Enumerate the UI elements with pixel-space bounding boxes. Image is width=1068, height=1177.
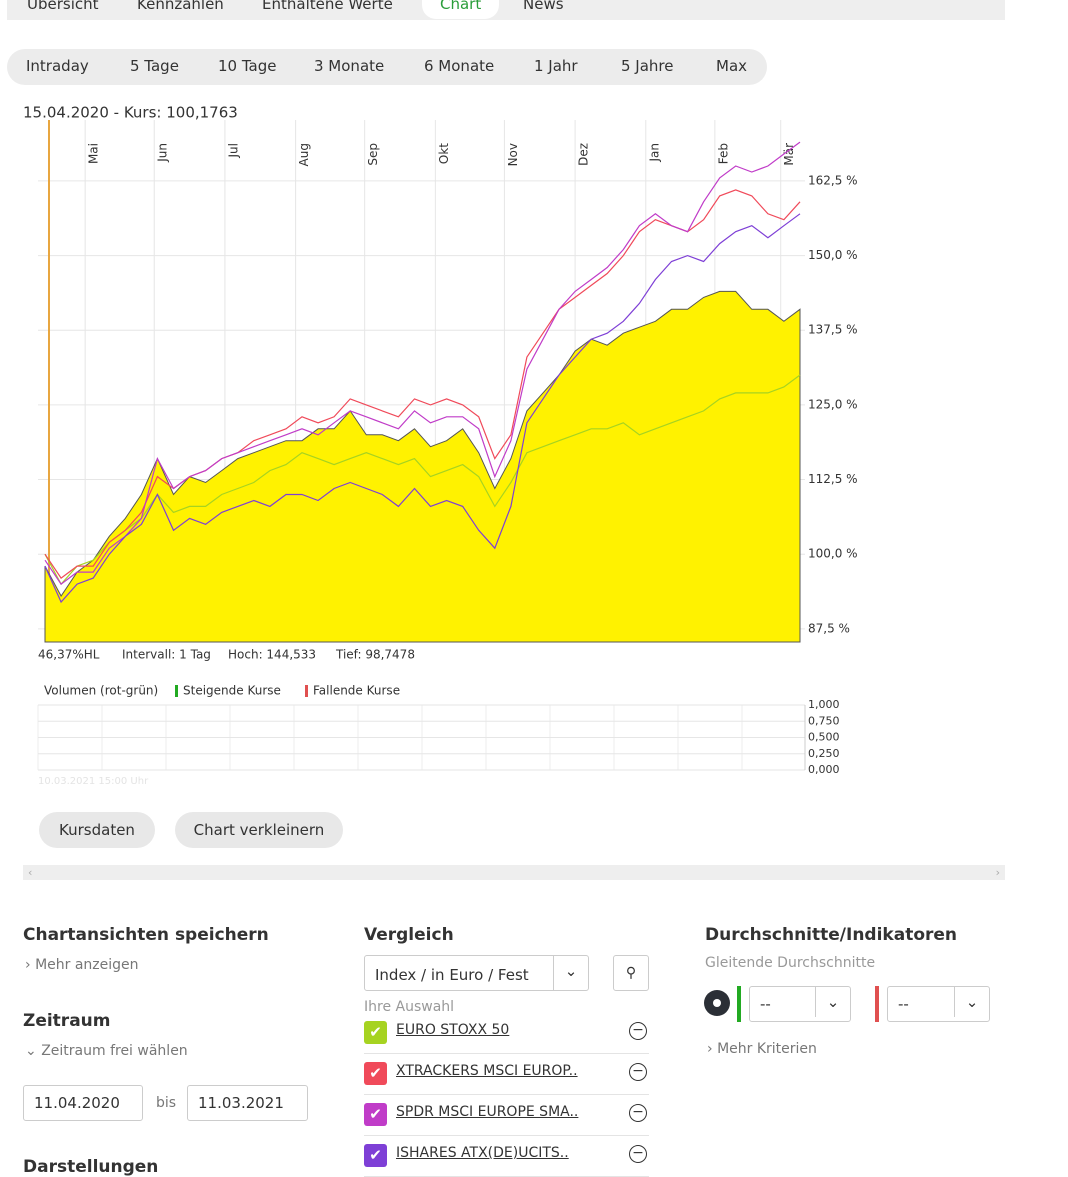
subtitle: Gleitende Durchschnitte xyxy=(705,955,876,971)
comparison-name[interactable]: XTRACKERS MSCI EUROP.. xyxy=(396,1063,578,1079)
line xyxy=(44,141,801,585)
label: Ihre Auswahl xyxy=(364,999,455,1015)
remove-button[interactable]: − xyxy=(629,1145,647,1163)
select-text: -- xyxy=(898,995,909,1013)
chart-subtitle: 15.04.2020 - Kurs: 100,1763 xyxy=(23,104,238,122)
line xyxy=(44,374,801,586)
color-bar xyxy=(737,986,741,1022)
color-bar xyxy=(875,986,879,1022)
y-tick-label: 125,0 % xyxy=(808,397,858,411)
section-title: Chartansichten speichern xyxy=(23,925,269,945)
section-title: Darstellungen xyxy=(23,1157,159,1177)
range-tabs: Intraday 5 Tage 10 Tage 3 Monate 6 Monate 1 J… xyxy=(7,49,767,85)
link-text[interactable]: Zeitraum frei wählen xyxy=(41,1043,188,1059)
legend-swatch xyxy=(305,685,308,697)
comparison-name[interactable]: EURO STOXX 50 xyxy=(396,1022,510,1038)
range-tab[interactable]: Max xyxy=(716,57,748,75)
y-tick-label: 1,000 xyxy=(808,698,840,711)
range-tab[interactable]: 6 Monate xyxy=(424,57,495,75)
nav-bar: Übersicht Kennzahlen Enthaltene Werte Chart… xyxy=(7,0,1005,20)
range-tab[interactable]: 5 Jahre xyxy=(621,57,674,75)
range-tab[interactable]: 5 Tage xyxy=(130,57,179,75)
y-tick-label: 150,0 % xyxy=(808,248,858,262)
y-tick-label: 112,5 % xyxy=(808,472,858,486)
x-tick-label: Jan xyxy=(647,143,661,163)
x-tick-label: Okt xyxy=(437,143,451,164)
checkbox[interactable]: ✔ xyxy=(364,1144,387,1167)
nav-tab[interactable]: Enthaltene Werte xyxy=(262,0,393,13)
scrollbar[interactable]: ‹ › xyxy=(23,865,1005,880)
nav-tab[interactable]: News xyxy=(523,0,564,13)
comparison-item: ✔ EURO STOXX 50 − xyxy=(364,1013,649,1054)
y-tick-label: 137,5 % xyxy=(808,323,858,337)
y-tick-label: 0,750 xyxy=(808,714,840,727)
section-title: Vergleich xyxy=(364,925,454,945)
legend-title: Volumen (rot-grün) xyxy=(44,684,158,698)
line xyxy=(44,213,801,604)
nav-tab[interactable]: Kennzahlen xyxy=(137,0,224,13)
select-text: Index / in Euro / Fest xyxy=(375,966,529,984)
select[interactable]: -- ⌄ xyxy=(887,986,990,1022)
y-tick-label: 0,500 xyxy=(808,731,840,744)
comparison-name[interactable]: ISHARES ATX(DE)UCITS.. xyxy=(396,1145,569,1161)
remove-button[interactable]: − xyxy=(629,1063,647,1081)
link[interactable]: ⌄ Zeitraum frei wählen xyxy=(25,1043,188,1059)
link-text[interactable]: Mehr anzeigen xyxy=(35,957,139,973)
section-title: Zeitraum xyxy=(23,1011,111,1031)
range-tab[interactable]: 10 Tage xyxy=(218,57,277,75)
x-tick-label: Mär xyxy=(782,143,796,166)
separator: bis xyxy=(156,1095,177,1111)
button[interactable]: Kursdaten xyxy=(39,812,155,848)
radio[interactable] xyxy=(704,990,730,1016)
x-tick-label: Feb xyxy=(716,143,730,164)
range-tab[interactable]: 3 Monate xyxy=(314,57,385,75)
x-tick-label: Jul xyxy=(226,143,240,158)
date-input[interactable]: 11.04.2020 xyxy=(23,1085,143,1121)
x-tick-label: Jun xyxy=(156,143,170,163)
timestamp: 10.03.2021 15:00 Uhr xyxy=(38,776,149,787)
link[interactable]: › Mehr Kriterien xyxy=(707,1041,817,1057)
stat: Intervall: 1 Tag xyxy=(122,648,211,662)
nav-tab[interactable]: Übersicht xyxy=(27,0,99,13)
y-tick-label: 0,000 xyxy=(808,763,840,776)
chart: 15.04.2020 - Kurs: 100,1763 Mai Jun Jul Aug… xyxy=(23,104,858,788)
stat: 46,37%HL xyxy=(38,648,100,662)
x-tick-label: Sep xyxy=(366,143,380,166)
stat: Hoch: 144,533 xyxy=(228,648,316,662)
remove-button[interactable]: − xyxy=(629,1022,647,1040)
y-tick-label: 162,5 % xyxy=(808,173,858,187)
nav-tab[interactable]: Chart xyxy=(422,0,500,19)
remove-button[interactable]: − xyxy=(629,1104,647,1122)
legend-label: Fallende Kurse xyxy=(313,684,400,698)
select-text: -- xyxy=(760,995,771,1013)
link[interactable]: › Mehr anzeigen xyxy=(25,957,139,973)
checkbox[interactable]: ✔ xyxy=(364,1021,387,1044)
comparison-item: ✔ XTRACKERS MSCI EUROP.. − xyxy=(364,1054,649,1095)
section-title: Durchschnitte/Indikatoren xyxy=(705,925,958,945)
y-tick-label: 0,250 xyxy=(808,747,840,760)
x-tick-label: Nov xyxy=(506,143,520,166)
search-button[interactable]: ⚲ xyxy=(613,955,649,991)
stat: Tief: 98,7478 xyxy=(335,648,415,662)
x-tick-label: Mai xyxy=(87,143,101,164)
x-tick-label: Aug xyxy=(297,143,311,166)
range-tab[interactable]: Intraday xyxy=(26,57,89,75)
date-input[interactable]: 11.03.2021 xyxy=(187,1085,308,1121)
legend-swatch xyxy=(175,685,178,697)
legend-label: Steigende Kurse xyxy=(183,684,281,698)
y-tick-label: 87,5 % xyxy=(808,621,850,635)
comparison-item: ✔ ISHARES ATX(DE)UCITS.. − xyxy=(364,1136,649,1177)
range-tab[interactable]: 1 Jahr xyxy=(534,57,578,75)
y-tick-label: 100,0 % xyxy=(808,547,858,561)
button[interactable]: Chart verkleinern xyxy=(175,812,343,848)
select[interactable]: -- ⌄ xyxy=(749,986,851,1022)
comparison-name[interactable]: SPDR MSCI EUROPE SMA.. xyxy=(396,1104,579,1120)
checkbox[interactable]: ✔ xyxy=(364,1062,387,1085)
comparison-item: ✔ SPDR MSCI EUROPE SMA.. − xyxy=(364,1095,649,1136)
select[interactable]: Index / in Euro / Fest ⌄ xyxy=(364,955,589,991)
x-tick-label: Dez xyxy=(577,143,591,166)
link-text[interactable]: Mehr Kriterien xyxy=(717,1041,817,1057)
checkbox[interactable]: ✔ xyxy=(364,1103,387,1126)
